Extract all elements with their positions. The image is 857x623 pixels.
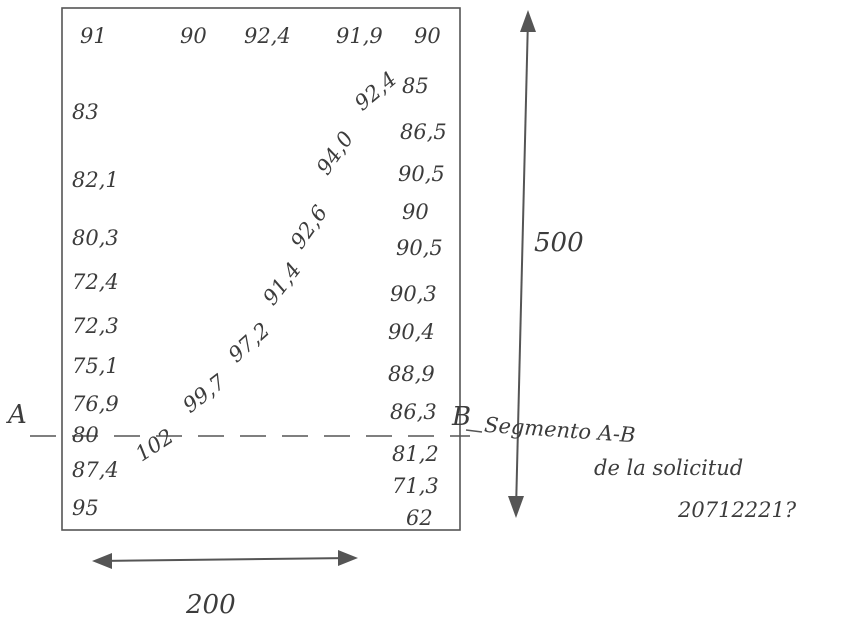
- top-value: 90: [180, 24, 207, 48]
- height-dimension-line: [515, 17, 529, 511]
- height-arrowhead-bottom: [508, 496, 524, 518]
- right-value: 90,5: [396, 236, 443, 260]
- left-value: 80,3: [72, 226, 119, 250]
- left-value: 83: [72, 100, 99, 124]
- right-value: 86,5: [400, 120, 447, 144]
- point-a-label: A: [8, 400, 27, 430]
- plot-boundary: [61, 7, 461, 531]
- left-value: 87,4: [72, 458, 119, 482]
- top-value: 91,9: [336, 24, 383, 48]
- top-value: 92,4: [244, 24, 291, 48]
- b-connector: [465, 429, 483, 433]
- right-value: 90,3: [390, 282, 437, 306]
- note-line-3: 20712221?: [678, 498, 797, 522]
- top-value: 91: [80, 24, 107, 48]
- right-value: 86,3: [390, 400, 437, 424]
- width-arrowhead-right: [338, 550, 358, 566]
- top-value: 90: [414, 24, 441, 48]
- height-arrowhead-top: [520, 10, 536, 32]
- left-value: 82,1: [72, 168, 119, 192]
- right-value: 90,4: [388, 320, 435, 344]
- right-value: 81,2: [392, 442, 439, 466]
- right-value: 90,5: [398, 162, 445, 186]
- height-dimension-label: 500: [534, 228, 584, 258]
- left-value: 72,4: [72, 270, 119, 294]
- right-value: 71,3: [392, 474, 439, 498]
- left-value: 75,1: [72, 354, 119, 378]
- left-value: 76,9: [72, 392, 119, 416]
- left-value: 80: [72, 423, 99, 447]
- right-value: 85: [402, 74, 429, 98]
- width-dimension-label: 200: [186, 590, 236, 620]
- width-arrowhead-left: [92, 553, 112, 569]
- point-b-label: B: [452, 402, 472, 432]
- left-value: 72,3: [72, 314, 119, 338]
- right-value: 88,9: [388, 362, 435, 386]
- note-line-2: de la solicitud: [594, 456, 744, 480]
- right-value: 62: [406, 506, 433, 530]
- left-value: 95: [72, 496, 99, 520]
- right-value: 90: [402, 200, 429, 224]
- width-dimension-line: [97, 557, 353, 562]
